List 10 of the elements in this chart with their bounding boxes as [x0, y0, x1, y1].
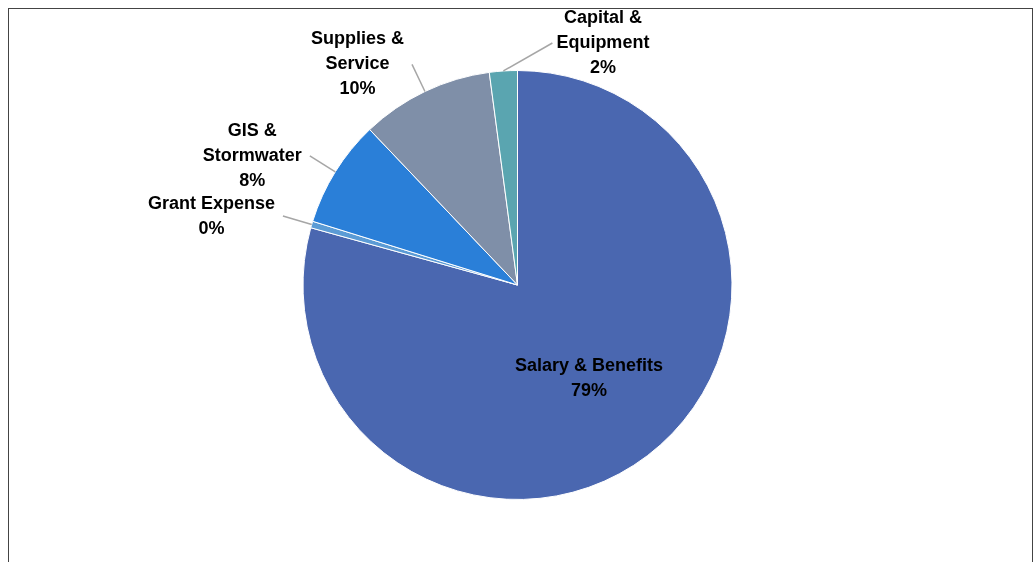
data-label: 2% — [589, 56, 616, 77]
data-label: 79% — [570, 380, 607, 401]
slice-label: Capital & Equipment — [556, 6, 650, 52]
data-label: 0% — [198, 217, 225, 238]
slice-label: Supplies & Service — [310, 28, 405, 74]
slice-label: Grant Expense — [147, 192, 275, 213]
slice-label: GIS & Stormwater — [202, 119, 302, 165]
data-label: 10% — [339, 78, 376, 99]
data-label: 8% — [239, 169, 266, 190]
slice-label: Salary & Benefits — [514, 355, 663, 376]
